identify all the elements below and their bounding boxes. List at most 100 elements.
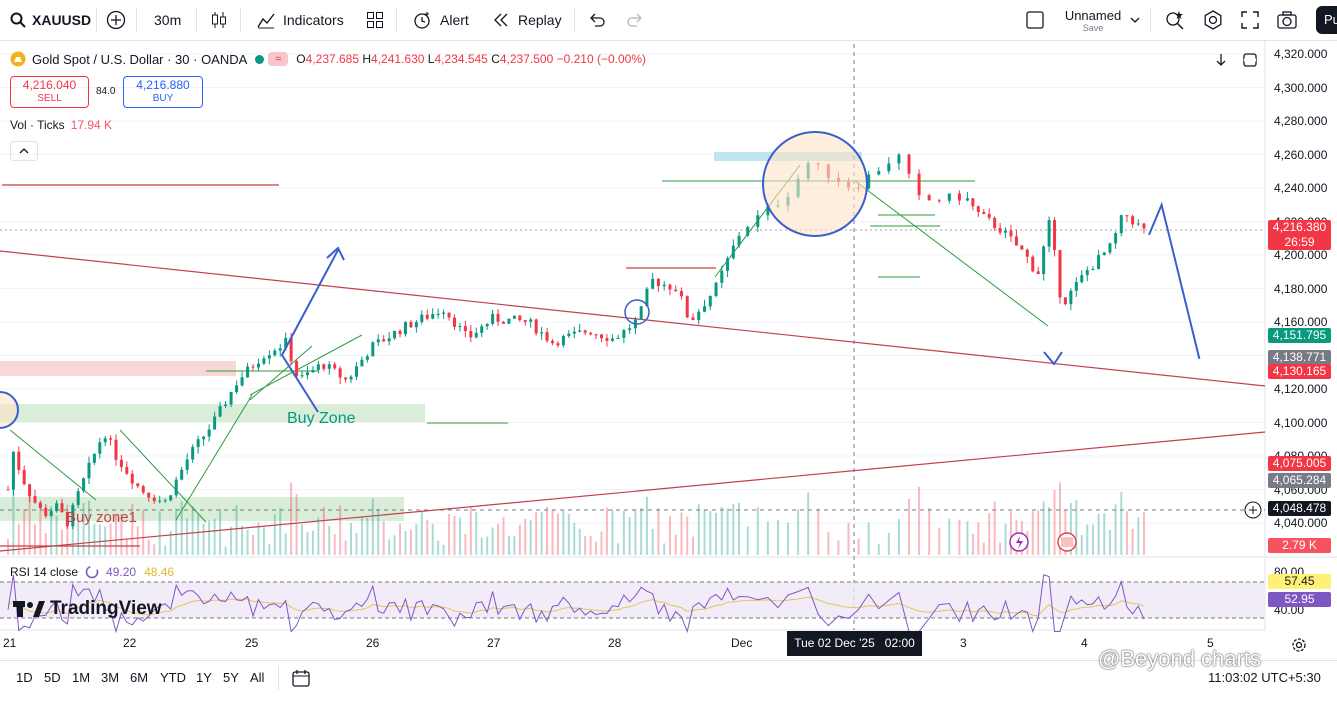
- volume-bar: [938, 527, 941, 555]
- templates-button[interactable]: [366, 0, 384, 40]
- candle-body: [867, 174, 871, 189]
- price-tag: 4,048.478: [1268, 500, 1331, 516]
- volume-bar: [1108, 529, 1111, 555]
- volume-bar: [918, 486, 921, 555]
- layout-select-checkbox[interactable]: [1025, 0, 1045, 40]
- candle-body: [697, 311, 701, 321]
- volume-bar: [213, 518, 216, 555]
- volume-bar: [605, 507, 608, 555]
- range-button-3m[interactable]: 3M: [101, 670, 120, 685]
- reset-chart-button[interactable]: [1240, 50, 1260, 70]
- snapshot-button[interactable]: [1276, 0, 1298, 40]
- publish-button[interactable]: Pu: [1316, 6, 1337, 34]
- candle-body: [458, 326, 462, 328]
- candle-body: [545, 332, 549, 341]
- volume-bar: [1142, 512, 1145, 555]
- indicators-button[interactable]: Indicators: [256, 0, 344, 40]
- candle-body: [289, 337, 293, 362]
- volume-bar: [273, 514, 276, 555]
- time-tick-label: 5: [1207, 636, 1214, 650]
- volume-bar: [589, 536, 592, 555]
- range-button-6m[interactable]: 6M: [130, 670, 149, 685]
- top-highlight-circle: [762, 131, 868, 237]
- redo-icon: [627, 13, 642, 27]
- chart-type-button[interactable]: [210, 0, 228, 40]
- range-button-5y[interactable]: 5Y: [223, 670, 239, 685]
- volume-bar: [988, 512, 991, 555]
- collapse-legend-button[interactable]: [10, 141, 38, 161]
- volume-bar: [486, 536, 489, 555]
- volume-bar: [115, 514, 117, 555]
- candle-body: [141, 486, 145, 493]
- range-button-1d[interactable]: 1D: [16, 670, 33, 685]
- compare-symbol-button[interactable]: [106, 0, 126, 40]
- volume-bar: [219, 509, 222, 555]
- clock-label[interactable]: 11:03:02 UTC+5:30: [1208, 670, 1321, 685]
- chevron-up-icon: [19, 148, 29, 154]
- interval-button[interactable]: 30m: [154, 0, 181, 40]
- candle-body: [376, 339, 380, 343]
- redo-button[interactable]: [626, 0, 644, 40]
- replay-button[interactable]: Replay: [492, 0, 562, 40]
- time-axis-settings-button[interactable]: [1290, 636, 1308, 659]
- candle-body: [185, 459, 189, 470]
- goto-date-button[interactable]: [291, 668, 311, 693]
- volume-bar: [131, 503, 134, 555]
- candle-body: [1119, 215, 1123, 234]
- candle-body: [33, 496, 37, 503]
- candle-body: [645, 288, 649, 307]
- layout-dropdown[interactable]: [1129, 0, 1141, 40]
- candle-body: [917, 173, 921, 196]
- range-button-5d[interactable]: 5D: [44, 670, 61, 685]
- wave-icon[interactable]: ≈: [268, 52, 289, 66]
- volume-bar: [23, 509, 26, 555]
- range-button-1y[interactable]: 1Y: [196, 670, 212, 685]
- candle-body: [1036, 271, 1040, 275]
- candle-body: [49, 511, 53, 517]
- layout-name-button[interactable]: Unnamed Save: [1058, 8, 1128, 33]
- volume-bar: [98, 524, 101, 555]
- candle-body: [679, 291, 683, 297]
- candle-body: [316, 364, 320, 371]
- symbol-title: Gold Spot / U.S. Dollar · 30 · OANDA: [32, 51, 248, 67]
- volume-bar: [551, 509, 554, 555]
- range-button-ytd[interactable]: YTD: [160, 670, 186, 685]
- chart-canvas[interactable]: [0, 40, 1337, 660]
- price-tick-label: 4,040.000: [1274, 516, 1328, 530]
- candle-body: [600, 334, 604, 339]
- candle-body: [766, 206, 770, 216]
- candle-body: [246, 366, 250, 378]
- scroll-down-button[interactable]: [1211, 50, 1231, 70]
- range-button-1m[interactable]: 1M: [72, 670, 91, 685]
- volume-bar: [908, 499, 910, 555]
- range-button-all[interactable]: All: [250, 670, 265, 685]
- alert-button[interactable]: Alert: [412, 0, 469, 40]
- rsi-band: [0, 582, 1265, 618]
- volume-bar: [295, 494, 298, 555]
- volume-bar: [426, 519, 429, 555]
- volume-bar: [657, 508, 660, 555]
- tradingview-logo[interactable]: TradingView: [12, 598, 162, 620]
- candle-body: [442, 312, 446, 314]
- candle-body: [224, 404, 228, 407]
- symbol-search-button[interactable]: XAUUSD: [10, 0, 91, 40]
- fullscreen-button[interactable]: [1240, 0, 1260, 40]
- candle-body: [414, 322, 418, 328]
- candle-body: [267, 355, 271, 359]
- price-tick-label: 4,260.000: [1274, 147, 1328, 162]
- volume-bar: [93, 523, 96, 555]
- candle-body: [425, 314, 429, 319]
- quick-search-button[interactable]: [1164, 0, 1186, 40]
- settings-button[interactable]: [1202, 0, 1224, 40]
- undo-button[interactable]: [588, 0, 606, 40]
- buy-button[interactable]: 4,216.880 BUY: [123, 76, 203, 108]
- price-tag: 2.79 K: [1268, 538, 1331, 553]
- layout-name: Unnamed: [1064, 8, 1122, 23]
- top-toolbar: XAUUSD 30m Indicators Alert Replay Unnam…: [0, 0, 1337, 41]
- volume-bar: [663, 543, 666, 555]
- candle-body: [1091, 269, 1095, 271]
- candle-body: [349, 376, 353, 380]
- volume-bar: [262, 527, 265, 555]
- sell-button[interactable]: 4,216.040 SELL: [10, 76, 89, 108]
- volume-bar: [279, 508, 282, 555]
